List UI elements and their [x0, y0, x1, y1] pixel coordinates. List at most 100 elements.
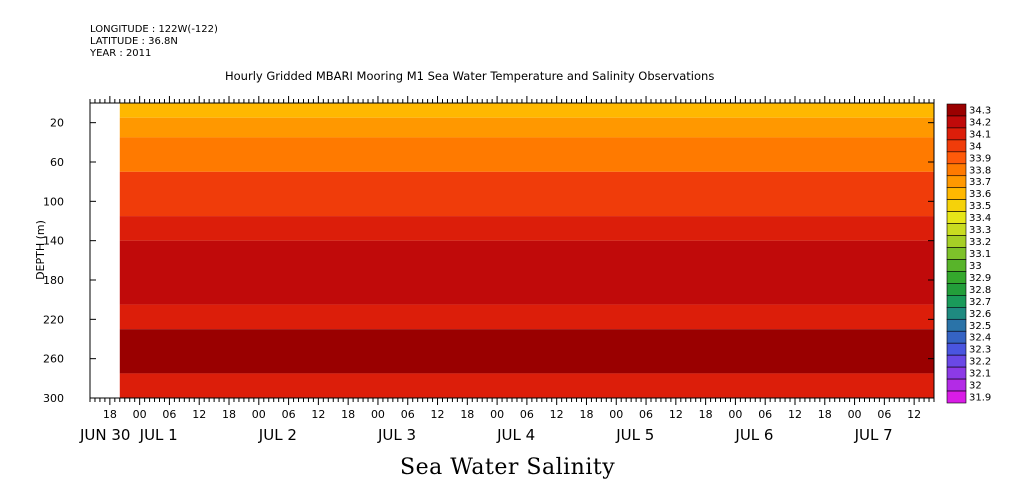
- salinity-band: [119, 216, 935, 241]
- x-day-label: JUL 5: [615, 426, 654, 444]
- y-axis: 20 60 100 140 180 220 260 300: [43, 117, 934, 405]
- colorbar-label: 34.3: [969, 105, 991, 116]
- x-tick-label: 18: [103, 408, 117, 421]
- colorbar-label: 34.2: [969, 117, 991, 128]
- x-tick-label: 00: [252, 408, 266, 421]
- colorbar-swatch: [946, 283, 967, 296]
- x-tick-label: 12: [907, 408, 921, 421]
- colorbar-swatch: [946, 175, 967, 189]
- colorbar-swatch: [946, 199, 967, 212]
- x-tick-label: 06: [639, 408, 653, 421]
- x-tick-label: 12: [669, 408, 683, 421]
- x-tick-label: 06: [758, 408, 772, 421]
- x-tick-label: 06: [401, 408, 415, 421]
- salinity-bands: [119, 103, 935, 398]
- colorbar-swatch: [946, 366, 967, 380]
- x-tick-label: 18: [699, 408, 713, 421]
- y-tick-label: 60: [50, 156, 64, 169]
- colorbar-swatch: [946, 390, 967, 404]
- x-tick-label: 12: [311, 408, 325, 421]
- colorbar-swatch: [946, 115, 967, 129]
- salinity-band: [119, 171, 935, 217]
- y-tick-label: 100: [43, 195, 64, 208]
- x-tick-label: 06: [877, 408, 891, 421]
- x-tick-label: 00: [133, 408, 147, 421]
- colorbar-label: 33.2: [969, 237, 991, 248]
- colorbar-swatch: [946, 307, 967, 320]
- x-tick-label: 12: [788, 408, 802, 421]
- colorbar-swatch: [946, 127, 967, 141]
- colorbar-swatch: [946, 103, 967, 117]
- colorbar-label: 32.2: [969, 357, 991, 368]
- colorbar-swatch: [946, 271, 967, 284]
- x-tick-label: 06: [282, 408, 296, 421]
- x-tick-label: 18: [341, 408, 355, 421]
- latitude-label: LATITUDE : 36.8N: [90, 36, 178, 47]
- colorbar-label: 32.6: [969, 309, 991, 320]
- colorbar-swatch: [946, 211, 967, 224]
- colorbar-label: 32: [969, 381, 982, 392]
- colorbar-swatch: [946, 354, 967, 368]
- x-tick-label: 18: [460, 408, 474, 421]
- colorbar-swatch: [946, 247, 967, 260]
- x-tick-label: 12: [550, 408, 564, 421]
- colorbar-label: 33.7: [969, 177, 991, 188]
- colorbar-label: 33.1: [969, 249, 991, 260]
- chart-title: Hourly Gridded MBARI Mooring M1 Sea Wate…: [225, 69, 715, 83]
- x-tick-label: 00: [371, 408, 385, 421]
- x-tick-label: 18: [579, 408, 593, 421]
- colorbar-label: 32.5: [969, 321, 991, 332]
- colorbar-swatch: [946, 330, 967, 344]
- y-tick-label: 300: [43, 392, 64, 405]
- x-axis: 18 00 06 12 18 00 06 12 18 00 06 12 18 00 06 12 18 00 06 12…: [79, 96, 935, 444]
- x-tick-label: 06: [520, 408, 534, 421]
- year-label: YEAR : 2011: [90, 48, 152, 59]
- y-axis-label: DEPTH (m): [34, 220, 47, 280]
- colorbar-label: 33: [969, 261, 982, 272]
- x-tick-label: 06: [162, 408, 176, 421]
- colorbar: 34.334.234.13433.933.833.733.633.533.433…: [946, 103, 991, 404]
- colorbar-swatch: [946, 139, 967, 153]
- x-tick-label: 00: [848, 408, 862, 421]
- colorbar-label: 31.9: [969, 393, 991, 404]
- longitude-label: LONGITUDE : 122W(-122): [90, 24, 218, 35]
- colorbar-swatch: [946, 318, 967, 332]
- colorbar-label: 33.6: [969, 189, 991, 200]
- colorbar-label: 32.7: [969, 297, 991, 308]
- salinity-band: [119, 117, 935, 138]
- salinity-band: [119, 137, 935, 172]
- colorbar-swatch: [946, 342, 967, 356]
- colorbar-swatch: [946, 259, 967, 272]
- colorbar-label: 33.4: [969, 213, 991, 224]
- x-tick-label: 12: [431, 408, 445, 421]
- salinity-band: [119, 240, 935, 305]
- x-day-label: JUL 6: [734, 426, 773, 444]
- colorbar-label: 32.1: [969, 369, 991, 380]
- colorbar-label: 32.9: [969, 273, 991, 284]
- colorbar-label: 33.3: [969, 225, 991, 236]
- variable-label: Sea Water Salinity: [400, 455, 616, 480]
- salinity-band: [119, 329, 935, 374]
- x-day-label: JUL 7: [854, 426, 893, 444]
- y-tick-label: 20: [50, 117, 64, 130]
- x-tick-label: 00: [609, 408, 623, 421]
- colorbar-label: 33.9: [969, 153, 991, 164]
- salinity-band: [119, 304, 935, 330]
- colorbar-label: 32.4: [969, 333, 991, 344]
- salinity-band: [119, 373, 935, 398]
- y-tick-label: 140: [43, 235, 64, 248]
- x-day-label: JUL 4: [496, 426, 535, 444]
- colorbar-label: 33.5: [969, 201, 991, 212]
- x-day-label: JUL 3: [377, 426, 416, 444]
- colorbar-swatch: [946, 378, 967, 392]
- x-day-label: JUL 1: [139, 426, 178, 444]
- colorbar-label: 32.8: [969, 285, 991, 296]
- x-tick-label: 18: [818, 408, 832, 421]
- colorbar-label: 34: [969, 141, 982, 152]
- colorbar-swatch: [946, 151, 967, 165]
- y-tick-label: 220: [43, 313, 64, 326]
- x-day-label: JUN 30: [79, 426, 130, 444]
- colorbar-swatch: [946, 187, 967, 200]
- x-tick-label: 00: [490, 408, 504, 421]
